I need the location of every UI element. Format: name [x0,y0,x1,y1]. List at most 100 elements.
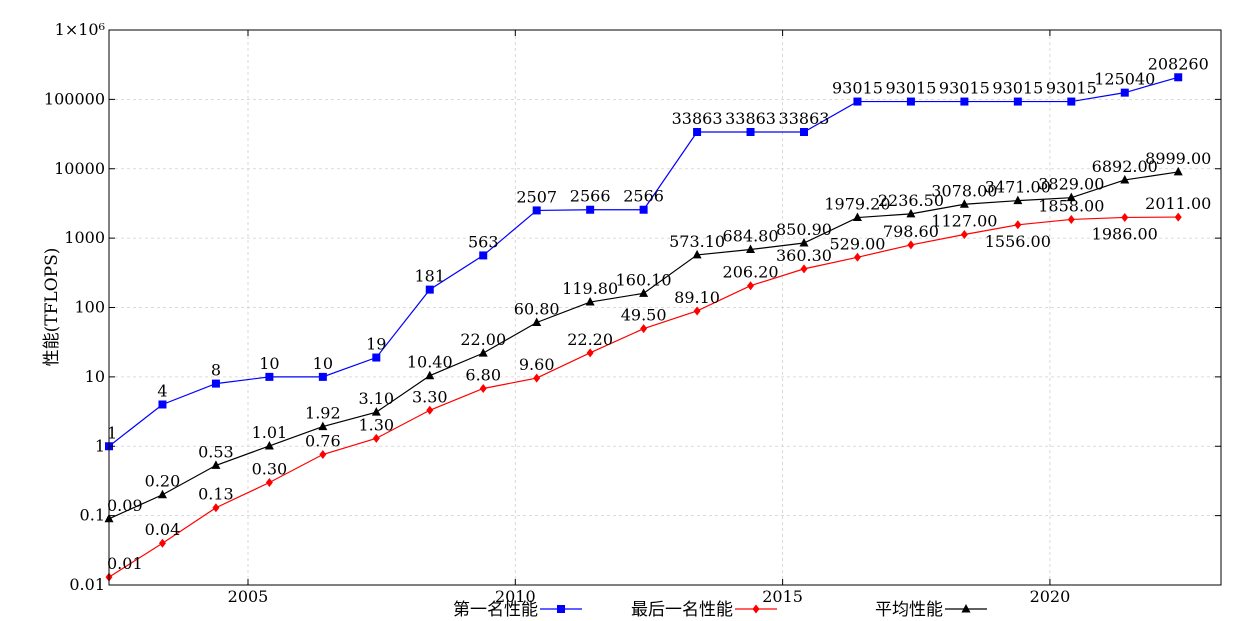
first-place-point [479,251,488,260]
last-place-data-label: 2011.00 [1145,194,1211,213]
average-data-label: 3078.00 [931,181,997,200]
last-place-data-label: 1556.00 [985,232,1051,251]
last-place-point [800,264,808,274]
first-place-point [960,97,969,106]
legend-label: 第一名性能 [453,600,538,620]
first-place-series [105,73,1183,451]
axis-ticks: 0.01 0.1 1 10 100 1000 10000 100000 1×10⁶ 2005 201… [44,20,1221,606]
first-place-point [693,128,702,137]
average-point [639,288,649,297]
grid-lines [109,30,1221,585]
y-tick-label: 10 [85,367,105,386]
first-place-point [372,353,381,362]
first-place-data-label: 93015 [1046,79,1097,98]
last-place-data-label: 1858.00 [1038,196,1104,215]
last-place-data-label: 529.00 [829,234,885,253]
average-data-label: 10.40 [407,353,453,372]
average-point [318,421,328,431]
first-place-point [906,97,915,106]
average-point [211,460,221,469]
last-place-data-label: 6.80 [465,365,501,384]
first-place-point [318,372,327,381]
first-place-point [853,97,862,106]
last-place-data-label: 1127.00 [931,212,997,231]
last-place-data-label: 22.20 [567,330,613,349]
first-place-data-label: 93015 [832,79,883,98]
y-tick-label: 10000 [54,159,105,178]
last-place-point [693,306,701,316]
first-place-point [586,205,595,214]
average-point [1013,195,1023,205]
average-data-label: 60.80 [514,299,560,318]
first-place-data-label: 2566 [570,187,611,206]
legend: 第一名性能 最后一名性能 平均性能 [453,600,987,620]
average-data-label: 573.10 [669,232,725,251]
average-data-label: 0.53 [198,442,234,461]
average-point [585,297,595,306]
y-tick-label: 0.01 [69,575,105,594]
average-series [104,166,1183,523]
first-place-point [1067,97,1076,106]
average-point [157,489,167,499]
first-place-data-label: 10 [259,354,279,373]
last-place-data-label: 360.30 [776,246,832,265]
y-tick-label: 1×10⁶ [55,20,105,39]
legend-marker [557,605,565,613]
average-point [478,348,488,357]
last-place-point [1067,214,1075,224]
first-place-data-label: 93015 [885,79,936,98]
average-data-label: 0.20 [145,472,181,491]
average-data-label: 6892.00 [1092,157,1158,176]
average-data-label: 684.80 [723,227,779,246]
average-data-label: 22.00 [460,330,506,349]
first-place-point [425,285,434,294]
average-point [371,407,381,416]
last-place-point [1014,220,1022,230]
x-tick-label: 2005 [228,587,269,606]
average-point [1066,192,1076,202]
first-place-data-label: 2566 [623,187,664,206]
average-point [906,208,916,218]
last-place-data-label: 0.04 [145,520,181,539]
y-axis-label: 性能(TFLOPS) [42,248,62,367]
first-place-point [1013,97,1022,106]
last-place-data-label: 0.76 [305,432,341,451]
last-place-point [907,240,915,250]
average-data-label: 8999.00 [1145,149,1211,168]
first-place-data-label: 125040 [1094,70,1155,89]
last-place-point [533,373,541,383]
last-place-data-label: 3.30 [412,387,448,406]
last-place-point [265,478,273,488]
first-place-data-label: 10 [313,354,333,373]
legend-item-first-place: 第一名性能 [453,600,582,620]
first-place-data-label: 208260 [1148,54,1209,73]
average-point [425,370,435,380]
last-place-data-label: 1986.00 [1092,224,1158,243]
average-data-label: 850.90 [776,220,832,239]
average-data-label: 1.01 [252,423,288,442]
last-place-point [960,230,968,240]
last-place-series [105,212,1182,582]
first-place-point [211,379,220,388]
y-tick-label: 1 [95,436,105,455]
last-place-point [586,348,594,358]
legend-marker [961,604,971,613]
x-tick-label: 2010 [495,587,536,606]
last-place-data-label: 1.30 [358,415,394,434]
average-point [692,249,702,259]
first-place-data-label: 4 [157,381,167,400]
first-place-data-label: 33863 [725,109,776,128]
last-place-data-label: 89.10 [674,288,720,307]
last-place-point [747,281,755,291]
last-place-data-label: 798.60 [883,222,939,241]
last-place-point [426,405,434,415]
average-point [959,199,969,208]
first-place-data-label: 33863 [779,109,830,128]
first-place-data-label: 93015 [939,79,990,98]
first-place-point [1120,88,1129,97]
first-place-data-label: 181 [414,267,445,286]
first-place-data-label: 8 [211,361,221,380]
last-place-data-label: 9.60 [519,355,555,374]
